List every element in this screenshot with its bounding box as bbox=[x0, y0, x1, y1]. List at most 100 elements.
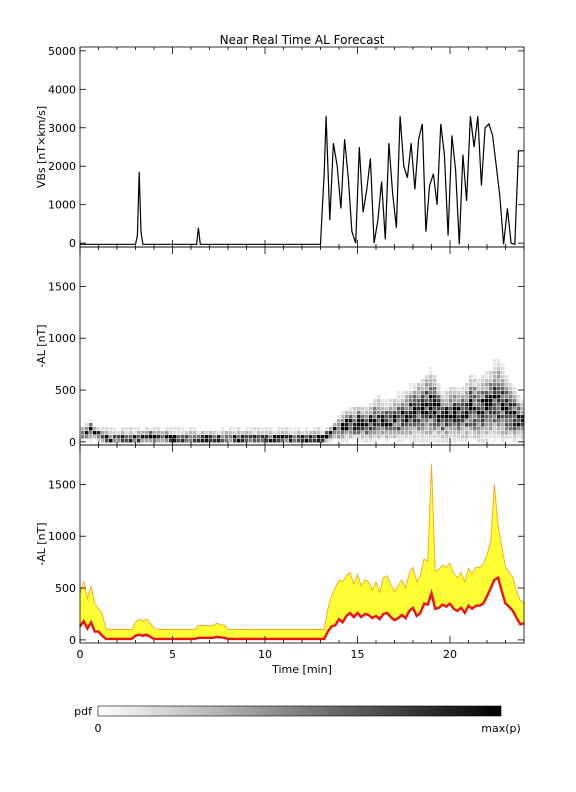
pdf-cell bbox=[141, 435, 145, 439]
pdf-cell bbox=[433, 431, 437, 435]
pdf-cell bbox=[365, 439, 369, 443]
pdf-cell bbox=[485, 431, 489, 435]
pdf-cell bbox=[509, 383, 513, 387]
pdf-cell bbox=[137, 427, 141, 431]
pdf-cell bbox=[469, 379, 473, 383]
pdf-cell bbox=[509, 403, 513, 407]
pdf-cell bbox=[461, 431, 465, 435]
pdf-cell bbox=[449, 395, 453, 399]
pdf-cell bbox=[473, 399, 477, 403]
pdf-cell bbox=[357, 423, 361, 427]
pdf-cell bbox=[181, 439, 185, 443]
pdf-cell bbox=[409, 391, 413, 395]
pdf-cell bbox=[241, 435, 245, 439]
pdf-cell bbox=[273, 439, 277, 443]
pdf-cell bbox=[365, 431, 369, 435]
pdf-cell bbox=[421, 391, 425, 395]
forecast-band-area bbox=[80, 463, 524, 639]
pdf-cell bbox=[413, 415, 417, 419]
pdf-cell bbox=[337, 423, 341, 427]
pdf-cell bbox=[305, 435, 309, 439]
x-tick-label: 5 bbox=[169, 648, 176, 661]
pdf-cell bbox=[193, 427, 197, 431]
pdf-cell bbox=[373, 411, 377, 415]
pdf-cell bbox=[137, 435, 141, 439]
pdf-cell bbox=[409, 423, 413, 427]
pdf-cell bbox=[421, 415, 425, 419]
pdf-cell bbox=[157, 431, 161, 435]
pdf-cell bbox=[137, 439, 141, 443]
pdf-cell bbox=[185, 431, 189, 435]
pdf-cell bbox=[345, 415, 349, 419]
pdf-cell bbox=[453, 439, 457, 443]
pdf-cell bbox=[461, 423, 465, 427]
pdf-cell bbox=[329, 431, 333, 435]
pdf-cell bbox=[433, 435, 437, 439]
pdf-cell bbox=[457, 439, 461, 443]
pdf-cell bbox=[285, 439, 289, 443]
pdf-cell bbox=[449, 407, 453, 411]
pdf-cell bbox=[449, 415, 453, 419]
pdf-cell bbox=[213, 435, 217, 439]
pdf-cell bbox=[473, 379, 477, 383]
pdf-cell bbox=[381, 403, 385, 407]
pdf-cell bbox=[125, 435, 129, 439]
pdf-cell bbox=[349, 427, 353, 431]
pdf-cell bbox=[177, 435, 181, 439]
pdf-cell bbox=[373, 435, 377, 439]
pdf-cell bbox=[349, 431, 353, 435]
pdf-cell bbox=[185, 439, 189, 443]
pdf-cell bbox=[409, 399, 413, 403]
pdf-cell bbox=[197, 435, 201, 439]
pdf-cell bbox=[193, 435, 197, 439]
plot-frame bbox=[79, 444, 525, 644]
pdf-cell bbox=[445, 411, 449, 415]
pdf-cell bbox=[305, 431, 309, 435]
pdf-cell bbox=[405, 423, 409, 427]
pdf-cell bbox=[513, 399, 517, 403]
pdf-cell bbox=[461, 407, 465, 411]
pdf-cell bbox=[433, 415, 437, 419]
pdf-cell bbox=[469, 435, 473, 439]
pdf-cell bbox=[453, 435, 457, 439]
pdf-cell bbox=[441, 431, 445, 435]
pdf-cell bbox=[473, 435, 477, 439]
pdf-cell bbox=[169, 427, 173, 431]
pdf-cell bbox=[89, 435, 93, 439]
pdf-cell bbox=[521, 403, 525, 407]
pdf-cell bbox=[469, 419, 473, 423]
pdf-cell bbox=[433, 423, 437, 427]
y-tick-label: 1000 bbox=[48, 199, 76, 212]
pdf-cell bbox=[481, 391, 485, 395]
pdf-cell bbox=[461, 399, 465, 403]
pdf-cell bbox=[521, 419, 525, 423]
pdf-cell bbox=[501, 403, 505, 407]
pdf-cell bbox=[81, 427, 85, 431]
pdf-cell bbox=[381, 399, 385, 403]
pdf-cell bbox=[81, 431, 85, 435]
pdf-cell bbox=[393, 399, 397, 403]
pdf-cell bbox=[513, 427, 517, 431]
pdf-cell bbox=[257, 427, 261, 431]
pdf-cell bbox=[93, 435, 97, 439]
pdf-cell bbox=[305, 439, 309, 443]
pdf-cell bbox=[373, 419, 377, 423]
pdf-cell bbox=[409, 427, 413, 431]
pdf-cell bbox=[493, 439, 497, 443]
pdf-cell bbox=[493, 379, 497, 383]
pdf-cell bbox=[361, 439, 365, 443]
pdf-cell bbox=[493, 359, 497, 363]
pdf-cell bbox=[369, 435, 373, 439]
pdf-cell bbox=[441, 407, 445, 411]
pdf-cell bbox=[373, 431, 377, 435]
pdf-cell bbox=[241, 439, 245, 443]
pdf-cell bbox=[349, 407, 353, 411]
pdf-cell bbox=[485, 391, 489, 395]
pdf-cell bbox=[373, 407, 377, 411]
pdf-cell bbox=[457, 423, 461, 427]
pdf-cell bbox=[453, 427, 457, 431]
pdf-cell bbox=[461, 415, 465, 419]
pdf-cell bbox=[445, 399, 449, 403]
pdf-colorbar: pdf 0 max(p) bbox=[74, 705, 521, 735]
al-pdf-panel: 0 500 1000 1500 -AL [nT] bbox=[35, 246, 525, 449]
